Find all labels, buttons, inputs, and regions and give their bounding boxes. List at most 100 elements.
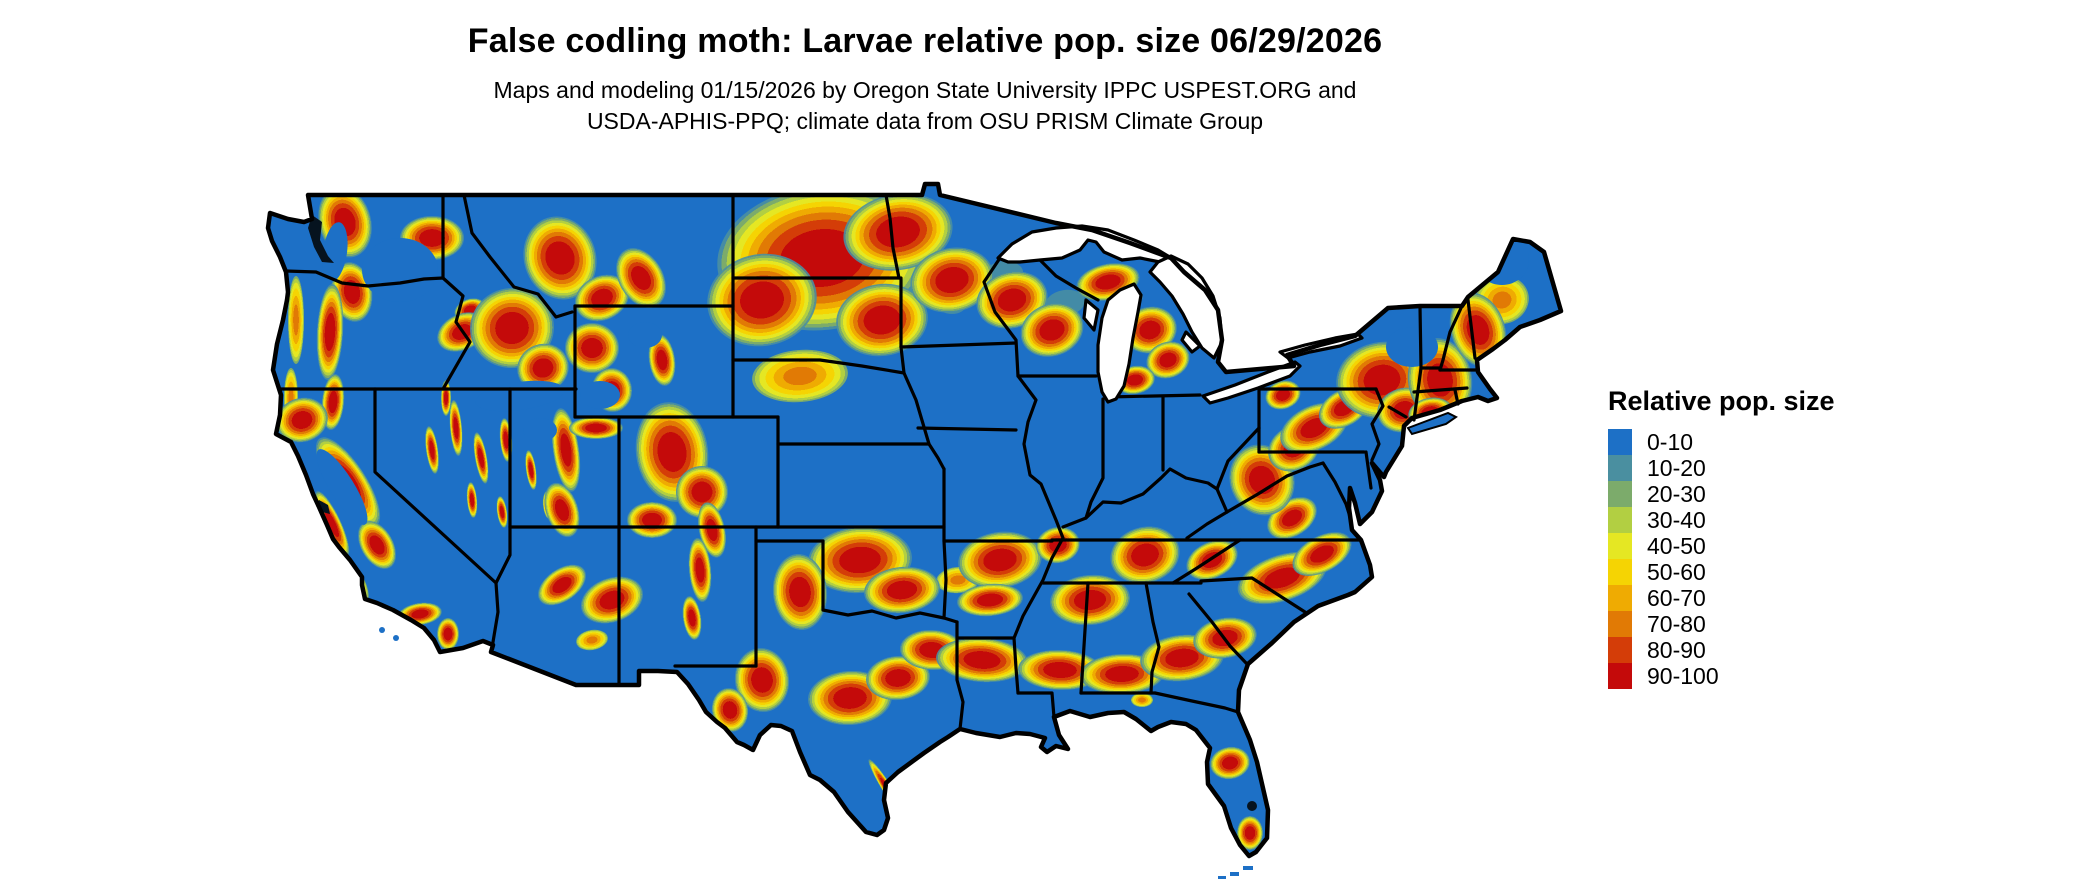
- channel-island: [393, 635, 399, 641]
- legend-swatch: [1608, 429, 1632, 455]
- page-title: False codling moth: Larvae relative pop.…: [467, 22, 1383, 60]
- heat-blob-h: [316, 284, 344, 380]
- heat-blob-h: [1210, 746, 1250, 780]
- heat-blob-h: [466, 482, 478, 518]
- lake-okeechobee: [1247, 801, 1257, 811]
- heat-blob-h: [843, 193, 953, 271]
- legend-item: 10-20: [1608, 455, 1835, 481]
- heat-blob-h: [565, 323, 619, 373]
- legend-swatch: [1608, 481, 1632, 507]
- channel-island: [379, 627, 385, 633]
- heat-blob-h: [772, 554, 828, 630]
- legend-item: 30-40: [1608, 507, 1835, 533]
- legend-label: 30-40: [1647, 506, 1706, 533]
- heat-blob-h: [734, 648, 790, 712]
- heat-blob-b: [362, 238, 438, 302]
- heat-blob-h: [616, 248, 666, 308]
- legend-label: 60-70: [1647, 584, 1706, 611]
- heat-blob-h: [682, 596, 702, 640]
- heat-blob-h: [574, 274, 630, 322]
- legend-items: 0-10 10-20 20-30 30-40 40-50 50-60 60-70 70-80 8…: [1608, 429, 1835, 689]
- heat-blob-h: [276, 397, 328, 443]
- heat-blob-b: [1386, 327, 1438, 367]
- green-bay: [1082, 298, 1100, 332]
- heat-blob-b: [523, 418, 557, 442]
- heat-blobs: [276, 185, 1529, 850]
- heat-blob-h: [569, 417, 623, 439]
- lake-michigan: [1096, 282, 1143, 404]
- heat-blob-h: [910, 247, 994, 313]
- heat-blob-h: [688, 538, 712, 602]
- legend-swatch: [1608, 559, 1632, 585]
- heat-blob-h: [538, 564, 586, 606]
- header: False codling moth: Larvae relative pop.…: [0, 0, 1850, 137]
- great-lakes: [996, 224, 1364, 405]
- heat-blob-h: [864, 566, 940, 614]
- legend-item: 20-30: [1608, 481, 1835, 507]
- heat-blob-h: [676, 466, 728, 518]
- heat-blob-h: [437, 618, 459, 650]
- heat-blob-h: [627, 502, 677, 538]
- heat-blob-h: [1237, 816, 1263, 850]
- legend-title: Relative pop. size: [1608, 386, 1835, 416]
- florida-keys: [1218, 876, 1226, 879]
- heat-blob-h: [517, 343, 569, 393]
- saginaw-bay: [1180, 330, 1202, 354]
- florida-keys: [1230, 872, 1239, 876]
- legend-swatch: [1608, 455, 1632, 481]
- heat-blob-b: [628, 322, 662, 348]
- heat-blob-h: [358, 521, 396, 569]
- heat-blob-h: [425, 426, 439, 474]
- heat-blob-h: [958, 531, 1042, 589]
- heat-blob-h: [523, 216, 597, 300]
- heat-blob-b: [322, 222, 348, 282]
- page-subtitle: Maps and modeling 01/15/2026 by Oregon S…: [0, 75, 1850, 137]
- legend-label: 20-30: [1647, 480, 1706, 507]
- heat-blob-h: [648, 334, 676, 386]
- us-outline: [265, 181, 1564, 859]
- legend-label: 90-100: [1647, 662, 1719, 689]
- heat-blob-h: [1020, 303, 1084, 357]
- heat-blob-h: [711, 688, 749, 732]
- legend-item: 60-70: [1608, 585, 1835, 611]
- heat-blob-w: [1131, 693, 1153, 707]
- legend-swatch: [1608, 611, 1632, 637]
- heat-blob-h: [1146, 341, 1190, 379]
- legend-swatch: [1608, 637, 1632, 663]
- legend-swatch: [1608, 663, 1632, 689]
- legend-item: 40-50: [1608, 533, 1835, 559]
- legend-item: 0-10: [1608, 429, 1835, 455]
- legend-item: 70-80: [1608, 611, 1835, 637]
- legend-item: 90-100: [1608, 663, 1835, 689]
- puget-sound: [308, 215, 334, 263]
- heat-blob-h: [544, 482, 580, 538]
- legend-label: 10-20: [1647, 454, 1706, 481]
- heat-blob-h: [473, 432, 489, 484]
- heat-blob-h: [1292, 532, 1352, 576]
- heat-blob-h: [698, 502, 726, 558]
- subtitle-line-2: USDA-APHIS-PPQ; climate data from OSU PR…: [586, 108, 1264, 134]
- heat-blob-w: [752, 349, 848, 403]
- heat-blob-h: [496, 496, 508, 528]
- long-island: [1406, 411, 1458, 436]
- heat-blob-h: [836, 283, 928, 357]
- legend-label: 50-60: [1647, 558, 1706, 585]
- legend-label: 80-90: [1647, 636, 1706, 663]
- legend-label: 70-80: [1647, 610, 1706, 637]
- lake-huron: [1148, 254, 1224, 360]
- florida-keys: [1243, 866, 1253, 870]
- heat-blob-h: [866, 655, 930, 701]
- legend-swatch: [1608, 507, 1632, 533]
- legend-item: 80-90: [1608, 637, 1835, 663]
- state-borders: [279, 193, 1479, 731]
- heat-blob-h: [449, 400, 463, 456]
- subtitle-line-1: Maps and modeling 01/15/2026 by Oregon S…: [493, 77, 1357, 103]
- heat-blob-h: [525, 450, 537, 490]
- heat-blob-h: [957, 583, 1023, 617]
- heat-blob-w: [576, 629, 608, 651]
- legend-label: 0-10: [1647, 428, 1694, 455]
- lake-erie: [1201, 360, 1302, 405]
- legend: Relative pop. size 0-10 10-20 20-30 30-40 40…: [1608, 386, 1835, 689]
- heat-blob-b: [316, 449, 368, 525]
